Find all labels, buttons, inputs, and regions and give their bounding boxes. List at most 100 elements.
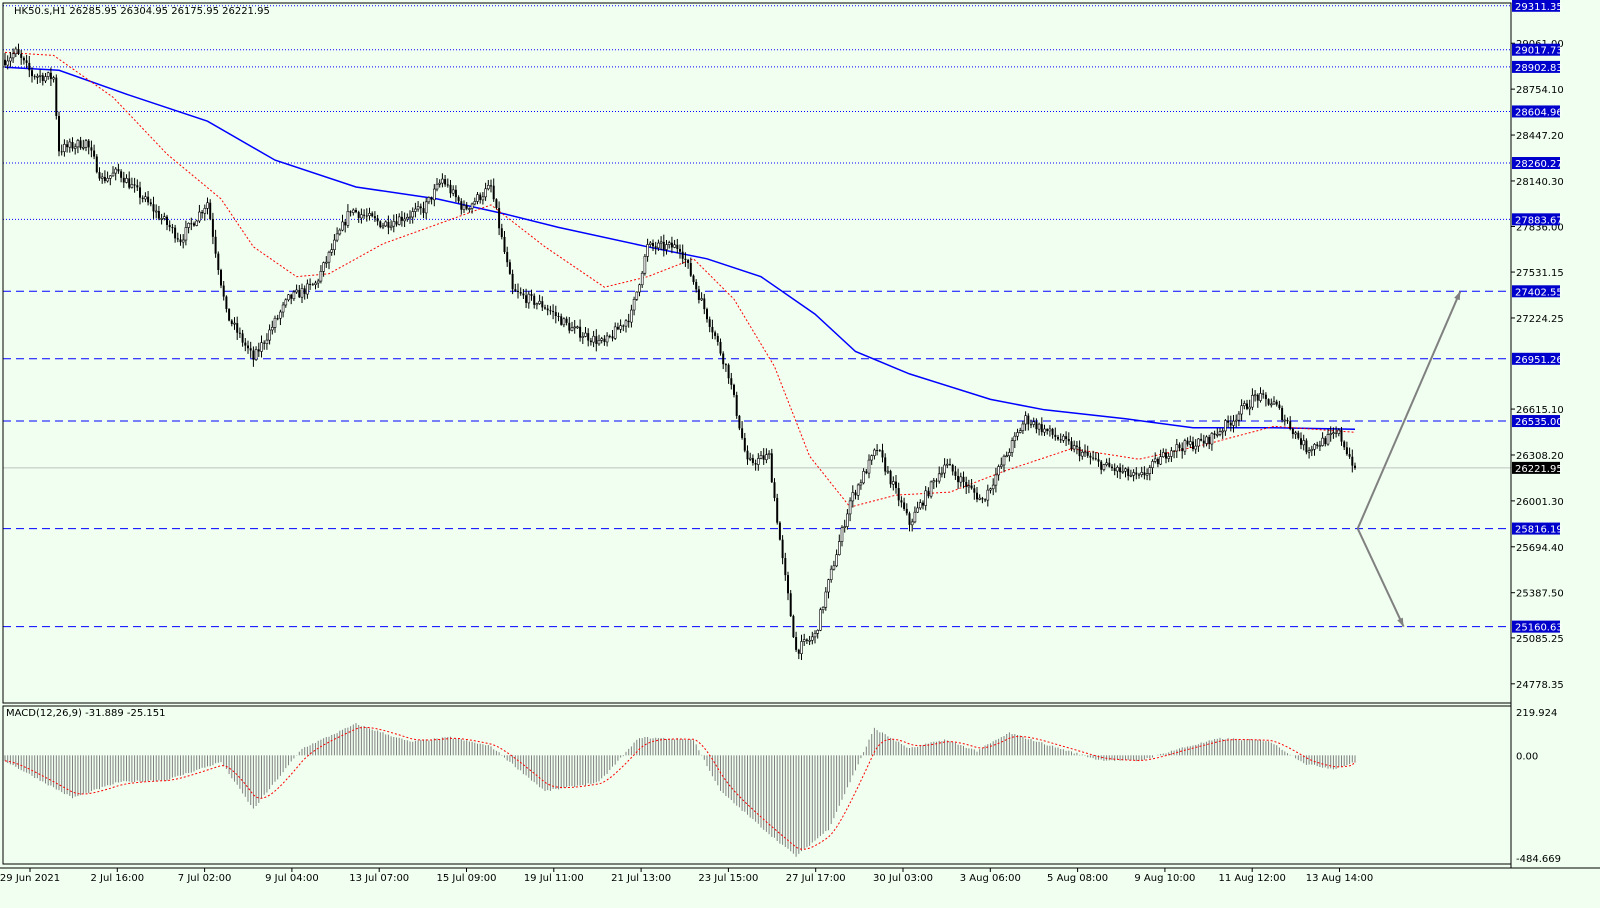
candle-body-up bbox=[360, 214, 363, 219]
level-label: 26535.00 bbox=[1515, 417, 1563, 428]
candle-body-down bbox=[1173, 450, 1176, 452]
candle-body-down bbox=[225, 296, 228, 309]
candle-body-down bbox=[927, 490, 930, 497]
candle-body-down bbox=[492, 185, 495, 200]
candle-body-down bbox=[654, 246, 657, 248]
candle-body-down bbox=[117, 169, 120, 172]
candle-body-up bbox=[270, 327, 274, 331]
candle-body-down bbox=[217, 253, 220, 270]
candle-body-up bbox=[335, 233, 339, 241]
y-tick-label: 25085.25 bbox=[1516, 634, 1564, 645]
candle-body-down bbox=[692, 275, 695, 283]
candle-body-down bbox=[876, 450, 879, 452]
candle-body-down bbox=[1186, 440, 1189, 445]
candle-body-up bbox=[125, 178, 128, 183]
candle-body-up bbox=[824, 591, 828, 608]
candle-body-down bbox=[79, 140, 82, 149]
candle-body-up bbox=[306, 283, 309, 295]
candle-body-up bbox=[1043, 428, 1046, 433]
candle-body-down bbox=[670, 242, 673, 248]
candle-body-down bbox=[1030, 424, 1032, 426]
candle-body-up bbox=[1121, 470, 1125, 473]
candle-body-up bbox=[929, 481, 933, 497]
candle-body-up bbox=[573, 326, 577, 329]
level-label: 28260.27 bbox=[1515, 159, 1563, 170]
candle-body-down bbox=[611, 336, 614, 339]
candle-body-down bbox=[1097, 459, 1100, 462]
candle-body-down bbox=[519, 292, 522, 294]
candle-body-up bbox=[846, 513, 849, 527]
candle-body-up bbox=[438, 182, 442, 185]
candle-body-down bbox=[719, 341, 722, 354]
candle-body-up bbox=[1189, 441, 1192, 445]
candle-body-up bbox=[924, 490, 928, 506]
candle-body-up bbox=[1024, 415, 1027, 425]
candle-body-down bbox=[854, 492, 857, 496]
candle-body-down bbox=[1340, 430, 1343, 442]
candle-body-up bbox=[73, 146, 77, 149]
candle-body-down bbox=[17, 49, 20, 54]
candle-body-down bbox=[1143, 472, 1146, 476]
candle-body-down bbox=[460, 201, 463, 210]
candle-body-up bbox=[538, 300, 541, 304]
candle-body-down bbox=[290, 294, 293, 299]
candle-body-down bbox=[1335, 432, 1338, 434]
candle-body-down bbox=[724, 364, 727, 366]
candle-body-up bbox=[886, 470, 890, 473]
candle-body-up bbox=[821, 606, 825, 611]
level-label-bg bbox=[1512, 213, 1560, 226]
candle-body-down bbox=[903, 502, 906, 509]
candle-body-up bbox=[859, 482, 863, 486]
candle-body-down bbox=[147, 196, 150, 203]
candle-body-down bbox=[22, 57, 25, 61]
candle-body-up bbox=[635, 291, 639, 300]
candle-body-down bbox=[1138, 474, 1140, 476]
candle-body-up bbox=[597, 339, 601, 345]
candle-body-up bbox=[665, 244, 668, 250]
candle-body-down bbox=[984, 499, 987, 501]
candle-body-up bbox=[832, 565, 836, 570]
candle-body-up bbox=[160, 218, 163, 220]
candle-body-down bbox=[247, 345, 249, 349]
candle-body-down bbox=[1324, 438, 1327, 445]
candle-body-up bbox=[1170, 450, 1173, 457]
candle-body-up bbox=[279, 311, 282, 319]
projection-arrowhead bbox=[1454, 291, 1461, 301]
candle-body-down bbox=[684, 258, 687, 261]
candle-body-down bbox=[33, 76, 36, 78]
candle-body-down bbox=[533, 295, 536, 305]
level-label-bg bbox=[1512, 522, 1560, 535]
candle-body-up bbox=[1197, 438, 1200, 447]
y-tick-label: 26001.30 bbox=[1516, 497, 1564, 508]
candle-body-down bbox=[1264, 394, 1267, 400]
candle-body-down bbox=[422, 208, 425, 213]
x-tick-label: 2 Jul 16:00 bbox=[90, 873, 144, 884]
candle-body-down bbox=[209, 202, 212, 220]
candle-body-down bbox=[781, 539, 784, 559]
candle-body-down bbox=[1027, 415, 1030, 425]
candle-body-up bbox=[411, 211, 415, 218]
candle-body-up bbox=[657, 242, 660, 249]
candle-body-up bbox=[100, 176, 104, 179]
candle-body-up bbox=[1105, 462, 1108, 465]
x-tick-label: 9 Aug 10:00 bbox=[1134, 873, 1195, 884]
candle-body-down bbox=[136, 185, 139, 188]
candle-body-down bbox=[1054, 434, 1057, 438]
main-plot-frame bbox=[2, 2, 1512, 704]
candle-body-up bbox=[292, 291, 296, 300]
candle-body-up bbox=[63, 143, 66, 152]
candle-body-down bbox=[514, 289, 517, 291]
candle-body-up bbox=[408, 216, 412, 219]
macd-group bbox=[4, 723, 1356, 857]
candle-body-up bbox=[284, 299, 288, 306]
candle-body-up bbox=[700, 298, 703, 301]
candle-body-down bbox=[1086, 451, 1089, 456]
candle-body-up bbox=[486, 185, 490, 190]
candle-body-down bbox=[168, 224, 171, 228]
candle-body-up bbox=[338, 229, 342, 235]
candle-body-up bbox=[330, 249, 334, 253]
candle-body-down bbox=[733, 384, 735, 395]
candle-body-up bbox=[470, 203, 474, 209]
